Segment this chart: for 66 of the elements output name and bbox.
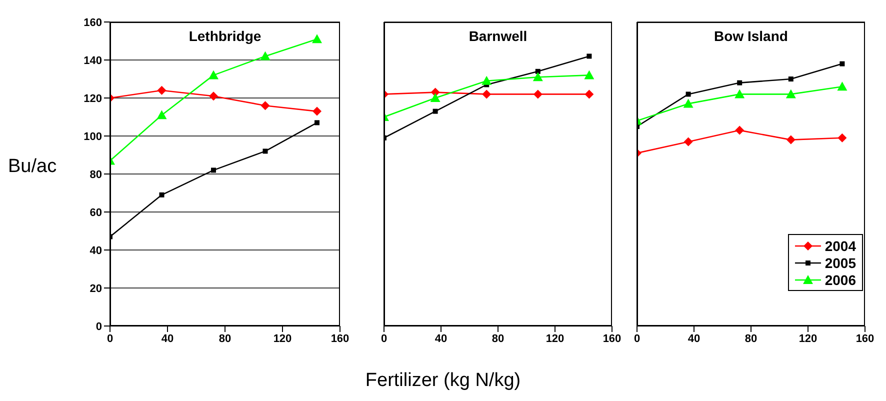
x-tick-label: 80: [218, 332, 232, 345]
point: [209, 92, 218, 101]
point: [312, 34, 322, 44]
point: [584, 70, 594, 80]
point: [686, 92, 691, 97]
x-tick-label: 40: [161, 332, 174, 345]
y-tick-label: 160: [84, 16, 102, 29]
point: [535, 68, 540, 74]
chart-title: Barnwell: [468, 28, 528, 44]
point: [533, 90, 542, 99]
point: [156, 110, 167, 120]
point: [211, 168, 216, 173]
x-axis-title: Fertilizer (kg N/kg): [364, 370, 522, 392]
point: [482, 76, 492, 85]
legend-label: 2005: [824, 254, 856, 270]
point: [430, 93, 440, 102]
x-tick-label: 0: [634, 332, 640, 345]
x-tick-label: 120: [273, 332, 292, 345]
point: [737, 80, 742, 86]
point: [260, 51, 270, 60]
y-tick-label: 0: [96, 320, 102, 333]
point: [314, 120, 320, 126]
y-tick-label: 140: [84, 54, 102, 67]
point: [838, 133, 847, 142]
y-tick-label: 20: [90, 282, 102, 295]
point: [584, 90, 594, 99]
y-tick-label: 100: [84, 130, 102, 143]
x-tick-label: 40: [688, 332, 700, 345]
point: [786, 89, 796, 98]
y-tick-label: 80: [90, 168, 102, 181]
x-tick-label: 120: [546, 332, 564, 345]
point: [734, 89, 745, 98]
point: [159, 192, 164, 198]
x-tick-label: 40: [434, 332, 448, 345]
point: [837, 82, 848, 91]
point: [532, 72, 543, 82]
x-tick-label: 0: [106, 332, 114, 345]
y-tick-label: 120: [84, 92, 102, 105]
y-axis-title: Bu/ac: [8, 156, 57, 178]
point: [262, 148, 268, 154]
point: [735, 126, 744, 135]
x-tick-label: 80: [744, 332, 758, 345]
point: [157, 86, 166, 95]
point: [432, 108, 438, 114]
point: [208, 70, 218, 80]
point: [586, 54, 592, 59]
legend-label: 2006: [824, 272, 856, 288]
x-tick-label: 120: [798, 332, 818, 345]
point: [683, 98, 694, 108]
x-tick-label: 160: [856, 332, 874, 345]
legend-label: 2004: [824, 238, 856, 254]
chart-title: Bow Island: [713, 28, 789, 44]
y-tick-label: 40: [90, 244, 102, 257]
point: [684, 137, 693, 146]
point: [786, 135, 796, 144]
point: [840, 61, 845, 66]
x-tick-label: 160: [330, 332, 350, 345]
x-tick-label: 80: [492, 332, 504, 345]
y-tick-label: 60: [90, 206, 102, 219]
x-tick-label: 160: [602, 332, 622, 345]
point: [312, 106, 322, 116]
chart-title: Lethbridge: [188, 28, 262, 44]
point: [482, 90, 492, 99]
point: [260, 101, 270, 110]
point: [788, 76, 794, 82]
x-tick-label: 0: [380, 332, 388, 345]
